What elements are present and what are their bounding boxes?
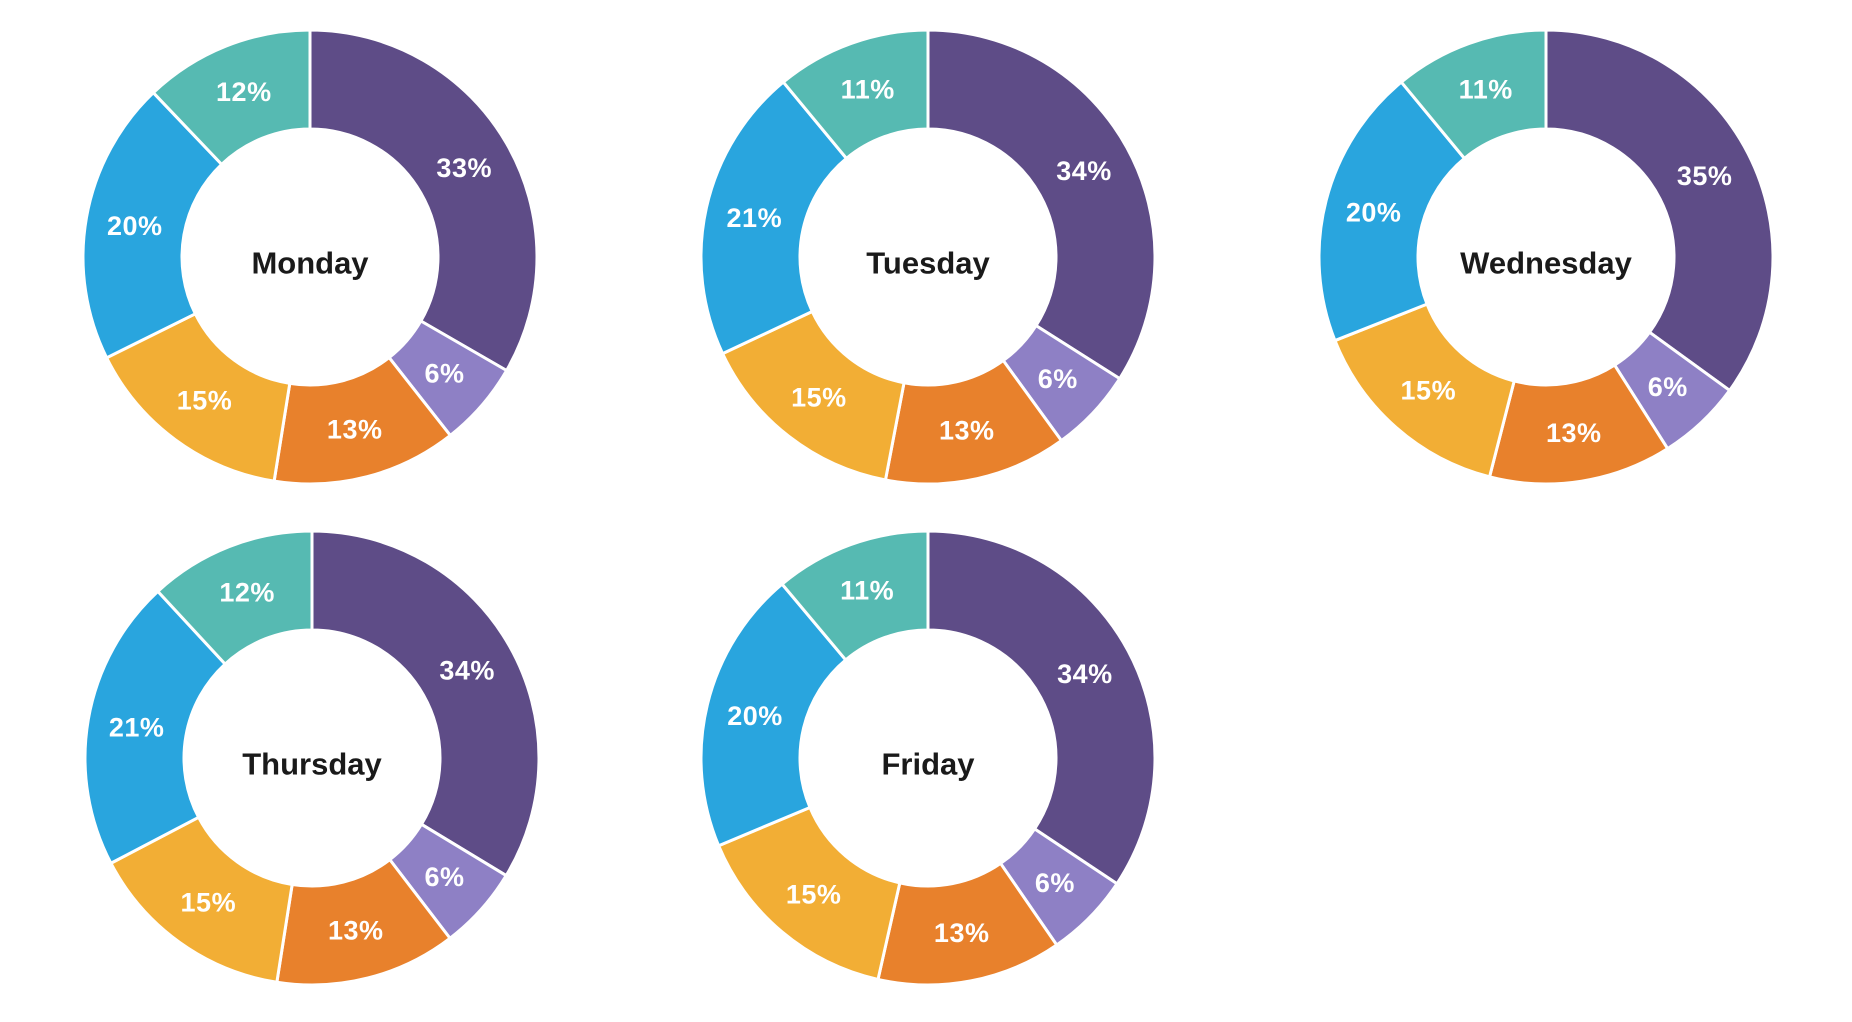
segment-percent-label: 33% <box>436 153 492 183</box>
segment-percent-label: 6% <box>424 862 464 892</box>
segment-percent-label: 6% <box>424 359 464 389</box>
chart-title: Friday <box>881 747 975 782</box>
segment-dark-purple <box>926 529 1157 886</box>
segment-teal <box>151 28 312 166</box>
segment-dark-purple <box>1544 28 1775 392</box>
segment-amber <box>721 310 906 482</box>
segment-percent-label: 11% <box>840 576 894 606</box>
segment-percent-label: 15% <box>181 888 237 918</box>
donut-svg: 35% 6% 13% 15% 20% 11% Wednesday <box>1317 28 1775 486</box>
segment-percent-label: 11% <box>1459 75 1513 105</box>
segment-blue <box>81 91 224 360</box>
donut-svg: 33% 6% 13% 15% 20% 12% Monday <box>81 28 539 486</box>
donut-svg: 34% 6% 13% 15% 21% 12% Thursday <box>83 529 541 987</box>
segment-percent-label: 20% <box>1346 198 1402 228</box>
donut-svg: 34% 6% 13% 15% 20% 11% Friday <box>699 529 1157 987</box>
segment-teal <box>781 28 930 160</box>
segment-amber <box>1333 302 1516 479</box>
segment-blue <box>699 582 848 848</box>
segment-amber <box>105 312 292 483</box>
segment-blue <box>1317 80 1466 343</box>
segment-percent-label: 6% <box>1038 364 1078 394</box>
segment-teal <box>780 529 930 662</box>
segment-percent-label: 15% <box>791 383 847 413</box>
chart-title: Wednesday <box>1460 246 1632 281</box>
segment-percent-label: 6% <box>1035 868 1075 898</box>
segment-percent-label: 20% <box>107 211 163 241</box>
segment-dark-purple <box>308 28 539 372</box>
segment-percent-label: 20% <box>727 701 783 731</box>
donut-chart-friday: 34% 6% 13% 15% 20% 11% Friday <box>688 518 1168 998</box>
donut-chart-wednesday: 35% 6% 13% 15% 20% 11% Wednesday <box>1306 17 1786 497</box>
segment-percent-label: 13% <box>327 414 383 444</box>
donut-chart-thursday: 34% 6% 13% 15% 21% 12% Thursday <box>72 518 552 998</box>
segment-percent-label: 13% <box>939 416 995 446</box>
segment-percent-label: 6% <box>1648 372 1688 402</box>
segment-percent-label: 34% <box>439 656 495 686</box>
segment-teal <box>156 529 314 666</box>
segment-teal <box>1399 28 1548 160</box>
segment-percent-label: 21% <box>727 203 783 233</box>
segment-percent-label: 13% <box>934 918 990 948</box>
segment-percent-label: 34% <box>1057 659 1113 689</box>
segment-percent-label: 11% <box>841 75 895 105</box>
donut-chart-tuesday: 34% 6% 13% 15% 21% 11% Tuesday <box>688 17 1168 497</box>
segment-percent-label: 12% <box>219 577 275 607</box>
segment-amber <box>717 805 902 981</box>
segment-percent-label: 21% <box>109 713 165 743</box>
donut-svg: 34% 6% 13% 15% 21% 11% Tuesday <box>699 28 1157 486</box>
chart-title: Thursday <box>242 747 382 782</box>
segment-dark-purple <box>310 529 541 878</box>
segment-dark-purple <box>926 28 1157 381</box>
segment-percent-label: 15% <box>786 879 842 909</box>
segment-percent-label: 13% <box>328 916 384 946</box>
segment-percent-label: 35% <box>1677 161 1733 191</box>
chart-title: Tuesday <box>866 246 990 281</box>
chart-title: Monday <box>251 246 369 281</box>
segment-percent-label: 34% <box>1056 156 1112 186</box>
segment-percent-label: 13% <box>1546 418 1602 448</box>
segment-blue <box>699 80 848 356</box>
segment-percent-label: 15% <box>1401 376 1457 406</box>
segment-blue <box>83 589 227 865</box>
donut-chart-monday: 33% 6% 13% 15% 20% 12% Monday <box>70 17 550 497</box>
segment-percent-label: 15% <box>177 385 233 415</box>
segment-percent-label: 12% <box>216 77 272 107</box>
